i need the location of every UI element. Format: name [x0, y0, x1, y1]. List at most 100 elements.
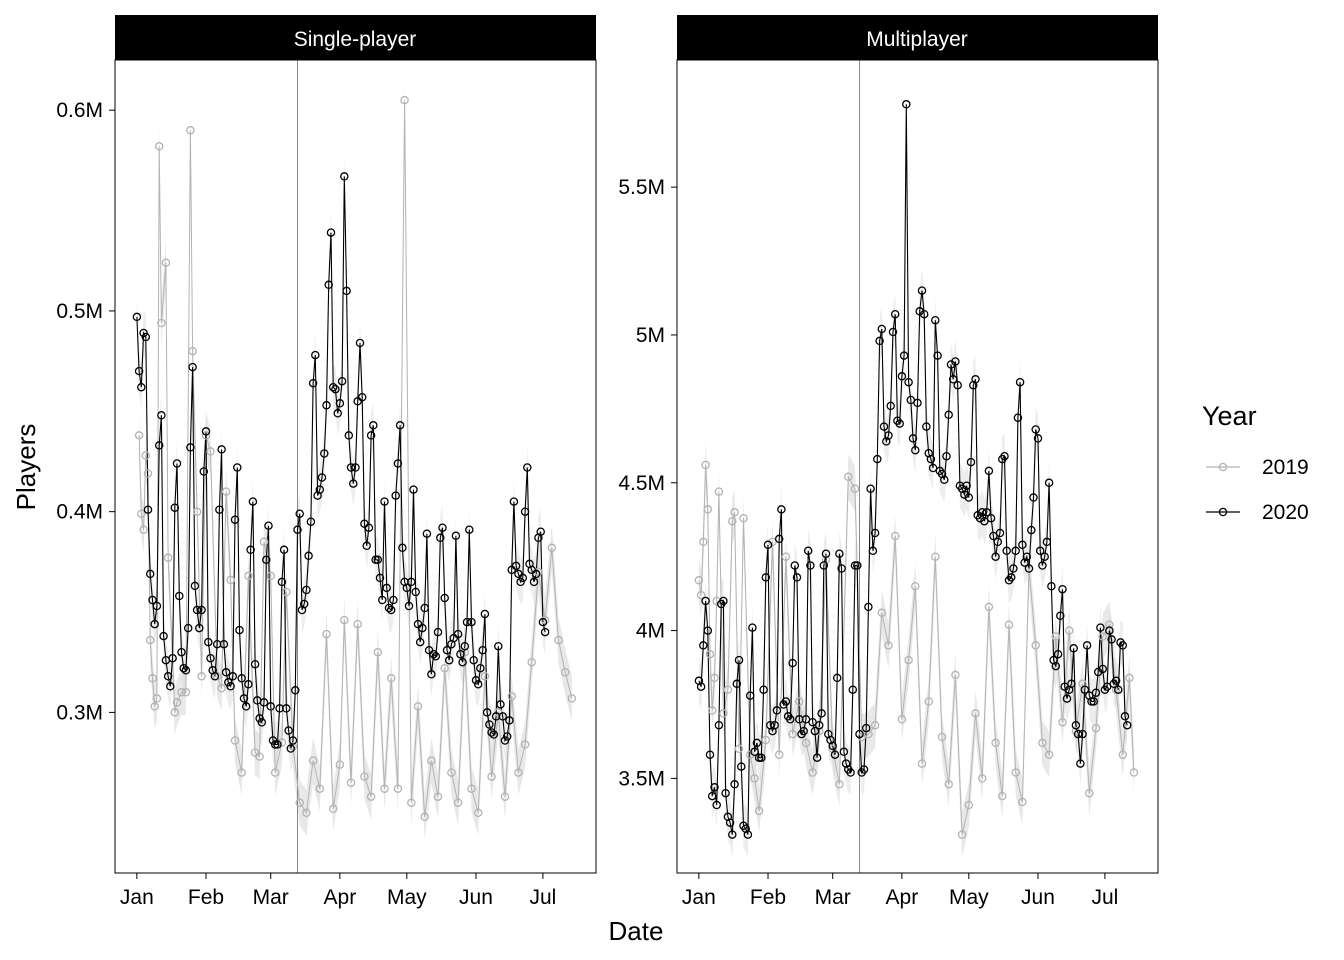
data-point-2020 [1027, 525, 1036, 535]
y-tick-label: 5M [636, 324, 665, 347]
data-point-2020 [420, 603, 429, 613]
data-point-2020 [911, 445, 920, 455]
data-point-2019 [754, 806, 764, 816]
data-point-2019 [951, 670, 960, 680]
data-point-2020 [908, 434, 918, 443]
data-point-2019 [815, 726, 824, 736]
data-point-2020 [315, 485, 325, 494]
data-point-2020 [311, 350, 320, 360]
data-point-2019 [150, 702, 159, 711]
data-point-2020 [1002, 546, 1011, 556]
data-point-2020 [357, 392, 367, 402]
x-axis-title: Date [609, 916, 664, 946]
data-point-2020 [913, 398, 922, 408]
data-point-2019 [186, 126, 195, 135]
data-point-2019 [788, 729, 797, 739]
data-point-2020 [1078, 729, 1087, 739]
data-point-2020 [382, 583, 391, 593]
data-point-2020 [183, 623, 193, 633]
data-point-2019 [255, 752, 264, 761]
data-point-2020 [964, 493, 974, 502]
data-point-2020 [141, 332, 151, 342]
legend-key-point [1218, 507, 1228, 517]
data-point-2020 [864, 602, 873, 612]
data-point-2020 [790, 561, 800, 570]
data-point-2020 [1082, 641, 1092, 650]
data-point-2020 [714, 720, 724, 730]
data-point-2020 [502, 732, 512, 741]
y-tick-label: 0.6M [56, 99, 103, 122]
data-point-2020 [1024, 564, 1034, 573]
data-point-2020 [326, 228, 336, 237]
data-point-2020 [1029, 493, 1038, 502]
data-point-2019 [259, 537, 269, 547]
data-point-2020 [890, 309, 900, 319]
data-point-2020 [299, 599, 309, 609]
data-point-2019 [244, 571, 253, 581]
data-point-2020 [199, 467, 209, 476]
data-point-2019 [270, 768, 280, 777]
data-point-2019 [427, 756, 436, 765]
data-point-2020 [462, 617, 472, 627]
data-point-2020 [870, 528, 880, 538]
data-point-2019 [870, 720, 880, 730]
data-point-2020 [1080, 685, 1090, 694]
data-point-2020 [333, 409, 342, 418]
data-point-2020 [810, 726, 820, 736]
data-point-2020 [748, 623, 757, 632]
data-point-2020 [429, 649, 438, 659]
data-point-2019 [237, 768, 246, 777]
data-point-2020 [364, 523, 374, 532]
data-point-2020 [897, 372, 907, 381]
data-point-2020 [1013, 413, 1023, 422]
data-point-2020 [875, 336, 884, 346]
legend-key-point [1218, 462, 1228, 472]
data-point-2019 [714, 487, 724, 496]
data-point-2020 [438, 523, 447, 532]
data-point-2020 [291, 686, 300, 695]
data-point-2020 [699, 641, 708, 650]
data-point-2020 [821, 549, 831, 558]
data-point-2019 [154, 142, 164, 151]
y-tick-label: 0.5M [56, 300, 103, 323]
data-point-2019 [761, 735, 771, 745]
data-point-2019 [1031, 641, 1040, 650]
data-point-2020 [712, 800, 721, 810]
data-point-2020 [264, 521, 273, 530]
data-point-2020 [696, 682, 706, 691]
data-point-2019 [723, 685, 733, 694]
data-point-2019 [514, 768, 523, 777]
data-point-2019 [143, 469, 153, 478]
data-point-2020 [175, 591, 184, 601]
data-point-2019 [984, 602, 994, 612]
data-point-2020 [948, 375, 958, 384]
data-point-2020 [879, 422, 889, 431]
data-point-2020 [1067, 679, 1076, 689]
x-tick-label: May [949, 886, 989, 909]
data-point-2020 [839, 747, 849, 757]
data-point-2019 [694, 576, 704, 585]
data-point-2019 [1125, 673, 1134, 683]
data-point-2020 [402, 583, 412, 593]
data-point-2020 [1033, 434, 1043, 443]
data-point-2020 [1118, 641, 1128, 650]
data-point-2020 [1069, 644, 1078, 653]
data-point-2020 [721, 788, 730, 798]
data-point-2020 [828, 741, 837, 751]
data-point-2019 [957, 830, 967, 839]
data-point-2020 [873, 454, 882, 464]
data-point-2020 [884, 431, 893, 440]
data-point-2020 [719, 596, 728, 606]
data-point-2020 [993, 537, 1003, 547]
data-point-2019 [850, 484, 860, 493]
data-point-2019 [500, 792, 510, 801]
data-point-2020 [850, 561, 860, 570]
data-point-2020 [1040, 552, 1049, 561]
legend-label: 2020 [1262, 501, 1309, 524]
data-point-2020 [703, 626, 713, 635]
data-point-2019 [917, 759, 927, 768]
data-point-2020 [1000, 451, 1009, 461]
data-point-2019 [413, 702, 423, 711]
data-point-2020 [792, 573, 802, 582]
data-point-2020 [404, 601, 414, 611]
